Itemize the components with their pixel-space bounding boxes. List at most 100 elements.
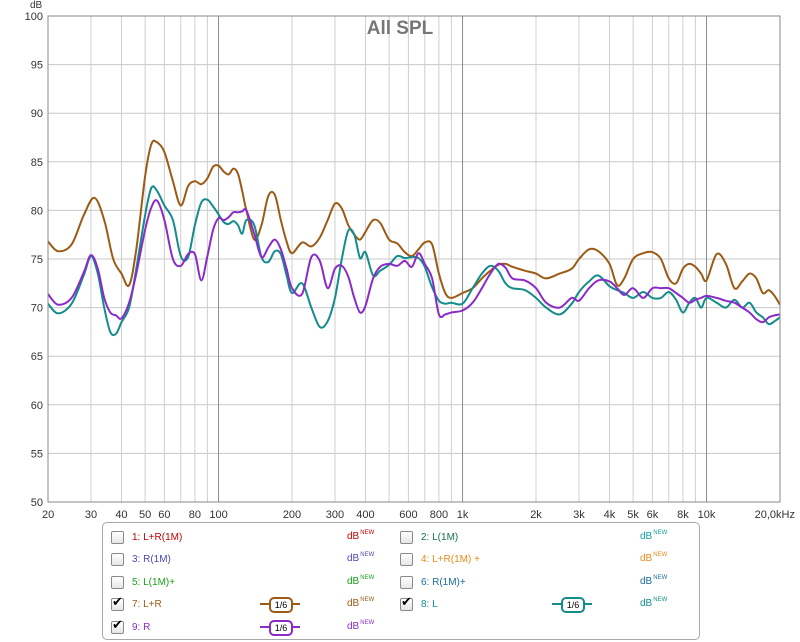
y-tick-label: 80 xyxy=(31,205,43,217)
x-tick-label: 30 xyxy=(85,509,97,521)
x-tick-label: 100 xyxy=(209,509,227,521)
x-tick-label: 6k xyxy=(647,509,659,521)
legend-item: 6: R(1M)+ xyxy=(400,574,466,590)
y-axis-ticks: 50 55 60 65 70 75 80 85 90 95 100 xyxy=(25,11,43,509)
db-offset-label[interactable]: dBNEW xyxy=(640,597,667,609)
visibility-checkbox[interactable] xyxy=(111,552,124,566)
series-lines xyxy=(47,139,781,337)
db-new-superscript: NEW xyxy=(653,552,668,558)
y-tick-label: 95 xyxy=(31,60,43,72)
legend-label: 5: L(1M)+ xyxy=(132,576,176,588)
y-tick-label: 75 xyxy=(31,254,43,266)
legend-label: 3: R(1M) xyxy=(132,553,171,565)
db-text: dB xyxy=(640,598,653,609)
legend-label: 2: L(1M) xyxy=(421,531,459,543)
visibility-checkbox[interactable] xyxy=(400,595,413,611)
legend-item: 1: L+R(1M) xyxy=(111,529,182,545)
legend-label: 4: L+R(1M) + xyxy=(421,553,480,565)
db-new-superscript: NEW xyxy=(360,597,375,603)
db-offset-label[interactable]: dBNEW xyxy=(640,530,667,542)
x-tick-label: 60 xyxy=(158,509,170,521)
db-new-superscript: NEW xyxy=(360,552,375,558)
db-new-superscript: NEW xyxy=(360,530,375,536)
db-offset-label[interactable]: dBNEW xyxy=(347,530,374,542)
y-tick-label: 60 xyxy=(31,400,43,412)
y-tick-label: 100 xyxy=(25,11,43,23)
visibility-checkbox[interactable] xyxy=(400,552,413,566)
db-text: dB xyxy=(347,576,360,587)
series-line-2 xyxy=(47,185,781,337)
y-tick-label: 50 xyxy=(31,497,43,509)
smoothing-label: 1/6 xyxy=(269,597,293,613)
legend-item: 2: L(1M) xyxy=(400,529,458,545)
y-tick-label: 85 xyxy=(31,157,43,169)
x-tick-label: 50 xyxy=(139,509,151,521)
db-text: dB xyxy=(640,576,653,587)
x-axis-ticks: 20 30 40 50 60 80 100 200 300 400 600 800 1k 2k 3k 4k 5k… xyxy=(42,509,795,521)
legend-label: 7: L+R xyxy=(132,598,162,610)
y-tick-label: 90 xyxy=(31,108,43,120)
db-text: dB xyxy=(347,531,360,542)
x-tick-label: 20,0kHz xyxy=(755,509,795,521)
chart-title: All SPL xyxy=(367,18,434,39)
legend-panel: 1: L+R(1M) dBNEW 2: L(1M) dBNEW 3: R(1M) dBNE… xyxy=(102,522,700,640)
x-tick-label: 3k xyxy=(573,509,585,521)
x-tick-label: 40 xyxy=(115,509,127,521)
legend-label: 1: L+R(1M) xyxy=(132,531,183,543)
x-tick-label: 1k xyxy=(457,509,469,521)
db-new-superscript: NEW xyxy=(360,575,375,581)
legend-item: 5: L(1M)+ xyxy=(111,574,175,590)
visibility-checkbox[interactable] xyxy=(400,575,413,589)
x-tick-label: 600 xyxy=(399,509,417,521)
db-offset-label[interactable]: dBNEW xyxy=(347,575,374,587)
db-offset-label[interactable]: dBNEW xyxy=(640,552,667,564)
y-tick-label: 55 xyxy=(31,448,43,460)
x-tick-label: 400 xyxy=(356,509,374,521)
legend-label: 6: R(1M)+ xyxy=(421,576,466,588)
db-text: dB xyxy=(640,553,653,564)
db-text: dB xyxy=(640,531,653,542)
legend-item: 4: L+R(1M) + xyxy=(400,551,480,567)
x-tick-label: 300 xyxy=(326,509,344,521)
legend-item: 7: L+R xyxy=(111,595,162,612)
visibility-checkbox[interactable] xyxy=(111,530,124,544)
smoothing-button[interactable]: 1/6 xyxy=(260,596,300,613)
smoothing-button[interactable]: 1/6 xyxy=(260,619,300,636)
x-tick-label: 80 xyxy=(189,509,201,521)
x-tick-label: 10k xyxy=(698,509,716,521)
visibility-checkbox[interactable] xyxy=(111,575,124,589)
x-tick-label: 8k xyxy=(677,509,689,521)
x-tick-label: 5k xyxy=(627,509,639,521)
db-new-superscript: NEW xyxy=(653,575,668,581)
series-line-3 xyxy=(47,199,781,324)
db-new-superscript: NEW xyxy=(653,530,668,536)
db-offset-label[interactable]: dBNEW xyxy=(347,620,374,632)
db-text: dB xyxy=(347,621,360,632)
visibility-checkbox[interactable] xyxy=(111,618,124,634)
db-new-superscript: NEW xyxy=(360,620,375,626)
visibility-checkbox[interactable] xyxy=(111,595,124,611)
db-new-superscript: NEW xyxy=(653,597,668,603)
smoothing-label: 1/6 xyxy=(561,597,585,613)
x-tick-label: 200 xyxy=(283,509,301,521)
visibility-checkbox[interactable] xyxy=(400,530,413,544)
y-axis-unit: dB xyxy=(30,0,43,11)
legend-item: 8: L xyxy=(400,595,438,612)
db-offset-label[interactable]: dBNEW xyxy=(347,552,374,564)
db-offset-label[interactable]: dBNEW xyxy=(640,575,667,587)
x-tick-label: 4k xyxy=(604,509,616,521)
legend-item: 3: R(1M) xyxy=(111,551,171,567)
x-tick-label: 2k xyxy=(530,509,542,521)
smoothing-label: 1/6 xyxy=(269,620,293,636)
y-tick-label: 70 xyxy=(31,303,43,315)
db-text: dB xyxy=(347,598,360,609)
y-tick-label: 65 xyxy=(31,351,43,363)
x-tick-label: 20 xyxy=(42,509,54,521)
x-tick-label: 800 xyxy=(430,509,448,521)
smoothing-button[interactable]: 1/6 xyxy=(552,596,592,613)
legend-label: 8: L xyxy=(421,598,438,610)
plot-frame xyxy=(47,15,781,503)
db-offset-label[interactable]: dBNEW xyxy=(347,597,374,609)
db-text: dB xyxy=(347,553,360,564)
